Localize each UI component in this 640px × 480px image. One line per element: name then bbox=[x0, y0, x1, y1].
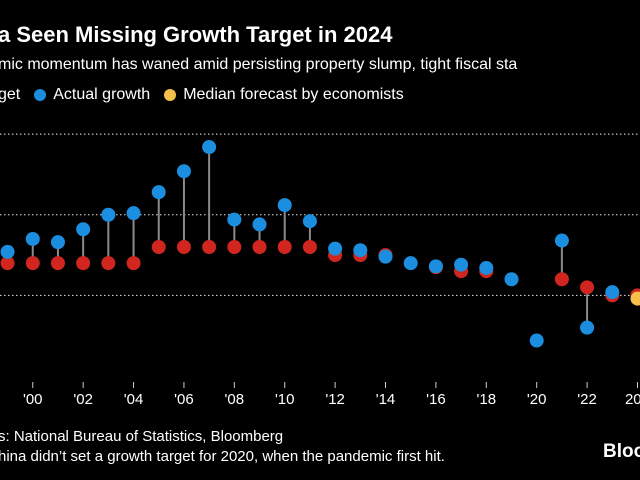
actual-point bbox=[403, 256, 418, 271]
chart-title: a Seen Missing Growth Target in 2024 bbox=[0, 22, 393, 47]
legend-swatch-forecast bbox=[164, 89, 177, 101]
chart-legend: get Actual growth Median forecast by eco… bbox=[0, 86, 418, 104]
target-point bbox=[76, 256, 91, 271]
target-point bbox=[126, 256, 141, 271]
actual-point bbox=[151, 185, 166, 200]
x-tick-label: '06 bbox=[174, 391, 194, 408]
actual-point bbox=[428, 259, 443, 274]
actual-point bbox=[25, 231, 40, 246]
x-tick-label: '04 bbox=[124, 391, 144, 408]
actual-point bbox=[76, 222, 91, 237]
brand-logo: Bloom bbox=[603, 441, 640, 462]
actual-point bbox=[353, 243, 368, 258]
actual-point bbox=[454, 257, 469, 272]
actual-point bbox=[101, 207, 116, 222]
actual-point bbox=[479, 260, 494, 275]
actual-point bbox=[504, 272, 519, 287]
legend-label-actual: Actual growth bbox=[53, 86, 151, 103]
x-tick-label: '18 bbox=[477, 391, 497, 408]
target-point bbox=[252, 240, 267, 254]
footnote: hina didn’t set a growth target for 2020… bbox=[0, 448, 445, 465]
legend-entry-forecast: Median forecast by economists bbox=[164, 86, 404, 104]
actual-point bbox=[176, 164, 191, 179]
target-point bbox=[151, 240, 166, 254]
x-axis-ticks: '00 '02 '04 '06 '08 '10 '12 '14 '16 '18 '20 '22 202 bbox=[23, 382, 640, 408]
x-tick-label: 202 bbox=[625, 391, 640, 408]
actual-point bbox=[126, 206, 141, 221]
x-tick-label: '00 bbox=[23, 391, 43, 408]
actual-point bbox=[529, 333, 544, 348]
target-point bbox=[0, 256, 15, 271]
actual-point bbox=[202, 140, 217, 155]
target-point bbox=[25, 256, 40, 271]
target-point bbox=[277, 240, 292, 254]
actual-point bbox=[227, 212, 242, 227]
actual-point bbox=[277, 198, 292, 213]
actual-point bbox=[0, 244, 15, 259]
target-point bbox=[554, 272, 569, 287]
legend-label-forecast: Median forecast by economists bbox=[183, 86, 404, 103]
actual-point bbox=[580, 320, 595, 335]
actual-point bbox=[302, 214, 317, 229]
x-tick-label: '14 bbox=[376, 391, 396, 408]
actual-point bbox=[554, 233, 569, 248]
stems bbox=[6, 147, 614, 328]
target-point bbox=[580, 280, 595, 295]
target-point bbox=[101, 256, 116, 271]
actual-point bbox=[378, 249, 393, 264]
target-point bbox=[202, 240, 217, 254]
source-note: s: National Bureau of Statistics, Bloomb… bbox=[0, 428, 284, 445]
x-tick-label: '12 bbox=[325, 391, 345, 408]
legend-entry-target: get bbox=[0, 86, 20, 104]
actual-point bbox=[50, 235, 65, 250]
x-tick-label: '16 bbox=[426, 391, 446, 408]
chart-subtitle: mic momentum has waned amid persisting p… bbox=[0, 56, 518, 73]
legend-swatch-actual bbox=[34, 89, 47, 101]
dot-plot-chart: '00 '02 '04 '06 '08 '10 '12 '14 '16 '18 '20 '22 202 bbox=[0, 133, 640, 408]
target-point bbox=[176, 240, 191, 254]
x-tick-label: '20 bbox=[527, 391, 547, 408]
gridlines bbox=[0, 133, 640, 296]
target-point bbox=[50, 256, 65, 271]
actual-point bbox=[328, 241, 343, 256]
x-tick-label: '08 bbox=[225, 391, 245, 408]
x-tick-label: '22 bbox=[577, 391, 597, 408]
x-tick-label: '02 bbox=[73, 391, 93, 408]
data-points bbox=[0, 140, 640, 348]
legend-label-target: get bbox=[0, 86, 21, 103]
x-tick-label: '10 bbox=[275, 391, 295, 408]
target-point bbox=[302, 240, 317, 254]
forecast-point bbox=[630, 291, 640, 306]
actual-point bbox=[252, 217, 267, 232]
actual-point bbox=[605, 285, 620, 300]
target-point bbox=[227, 240, 242, 254]
legend-entry-actual: Actual growth bbox=[34, 86, 150, 104]
